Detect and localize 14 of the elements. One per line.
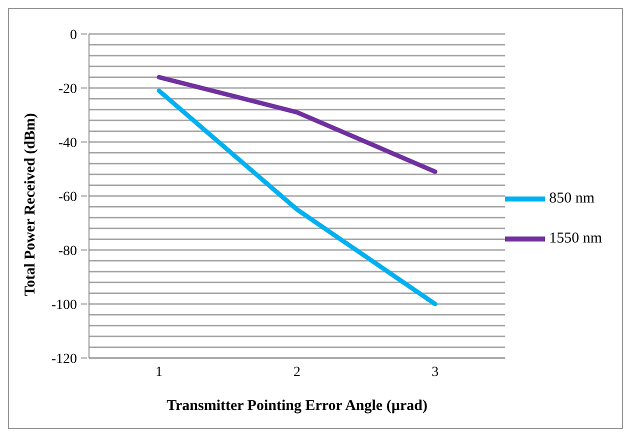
x-tick-label: 2 [294,364,301,380]
y-tick-label: -120 [51,352,77,367]
legend-label: 1550 nm [549,230,602,246]
x-axis-title: Transmitter Pointing Error Angle (µrad) [166,398,428,414]
y-axis-title: Total Power Received (dBm) [22,113,38,296]
y-tick-label: 0 [70,28,77,43]
y-tick-label: -60 [58,190,77,205]
legend-label: 850 nm [549,190,594,206]
y-tick-label: -80 [58,244,77,259]
x-tick-label: 1 [156,364,162,380]
y-tick-label: -20 [58,82,77,97]
y-tick-label: -100 [51,298,77,313]
x-tick-label: 3 [432,364,439,380]
y-tick-label: -40 [58,136,77,151]
